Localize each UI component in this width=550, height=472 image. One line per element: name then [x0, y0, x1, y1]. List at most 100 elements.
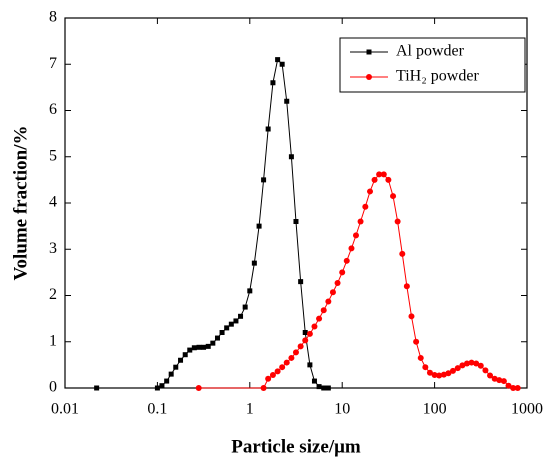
- legend-label: Al powder: [396, 43, 465, 60]
- marker: [316, 315, 323, 322]
- y-tick-label: 7: [49, 55, 57, 72]
- legend-box: [339, 37, 526, 93]
- marker: [191, 345, 197, 351]
- marker: [224, 325, 230, 331]
- marker: [431, 372, 438, 379]
- marker: [413, 338, 420, 345]
- marker: [426, 369, 433, 376]
- marker: [325, 385, 331, 391]
- marker: [449, 367, 456, 374]
- marker: [173, 364, 179, 370]
- marker: [505, 382, 512, 389]
- marker: [403, 283, 410, 290]
- marker: [394, 218, 401, 225]
- marker: [182, 352, 188, 358]
- marker: [178, 357, 184, 363]
- marker: [510, 385, 517, 391]
- marker: [348, 245, 355, 252]
- marker: [320, 307, 327, 314]
- marker: [293, 219, 299, 224]
- x-axis-title: Particle size/μm: [231, 436, 361, 457]
- marker: [357, 218, 364, 225]
- y-tick-label: 0: [49, 379, 57, 396]
- marker: [292, 349, 299, 356]
- marker: [187, 347, 193, 353]
- marker: [288, 154, 294, 160]
- marker: [329, 289, 336, 296]
- marker: [307, 362, 313, 368]
- marker: [270, 80, 276, 86]
- marker: [265, 126, 271, 132]
- y-tick-label: 4: [49, 194, 57, 211]
- marker: [491, 375, 498, 382]
- marker: [422, 364, 429, 371]
- marker: [459, 362, 466, 369]
- marker: [210, 340, 216, 346]
- marker: [376, 171, 383, 178]
- marker: [306, 330, 313, 337]
- legend-marker: [366, 74, 372, 80]
- x-tick-label: 0.01: [51, 401, 79, 418]
- marker: [256, 223, 262, 229]
- marker: [284, 98, 290, 104]
- marker: [473, 360, 480, 367]
- marker: [380, 171, 387, 178]
- marker: [201, 344, 207, 350]
- marker: [487, 372, 494, 379]
- y-tick-label: 6: [49, 101, 57, 118]
- marker: [385, 176, 392, 183]
- marker: [238, 313, 244, 319]
- legend-label: TiH₂ powder: [396, 68, 479, 85]
- marker: [279, 61, 285, 67]
- marker: [260, 385, 267, 391]
- marker: [233, 318, 239, 324]
- marker: [339, 269, 346, 276]
- marker: [371, 176, 378, 183]
- marker: [408, 313, 415, 320]
- marker: [436, 372, 443, 379]
- marker: [417, 354, 424, 361]
- marker: [274, 368, 281, 375]
- series-line: [198, 173, 518, 389]
- marker: [463, 360, 470, 367]
- marker: [477, 362, 484, 369]
- y-tick-label: 2: [49, 286, 57, 303]
- marker: [445, 370, 452, 377]
- marker: [242, 304, 248, 310]
- marker: [311, 378, 317, 384]
- marker: [247, 288, 253, 294]
- marker: [362, 203, 369, 210]
- y-tick-label: 8: [49, 9, 57, 26]
- marker: [228, 321, 234, 327]
- y-tick-label: 3: [49, 240, 57, 257]
- marker: [440, 371, 447, 378]
- x-tick-label: 1: [246, 401, 254, 418]
- marker: [297, 343, 304, 350]
- marker: [500, 378, 507, 385]
- marker: [251, 260, 257, 266]
- marker: [399, 250, 406, 257]
- marker: [367, 188, 374, 195]
- marker: [283, 359, 290, 366]
- marker: [316, 384, 322, 390]
- marker: [168, 371, 174, 377]
- marker: [279, 364, 286, 371]
- marker: [159, 383, 165, 389]
- x-tick-label: 1000: [511, 401, 543, 418]
- legend-marker: [366, 49, 372, 55]
- x-tick-label: 10: [334, 401, 350, 418]
- y-tick-label: 1: [49, 332, 57, 349]
- marker: [302, 330, 308, 335]
- y-tick-label: 5: [49, 147, 57, 164]
- x-tick-label: 100: [423, 401, 447, 418]
- marker: [288, 354, 295, 361]
- marker: [94, 385, 100, 391]
- y-axis-title: Volume fraction/%: [10, 126, 31, 281]
- marker: [311, 323, 318, 330]
- marker: [214, 335, 220, 341]
- marker: [164, 378, 170, 384]
- marker: [196, 344, 202, 350]
- marker: [261, 177, 267, 183]
- x-tick-label: 0.1: [147, 401, 167, 418]
